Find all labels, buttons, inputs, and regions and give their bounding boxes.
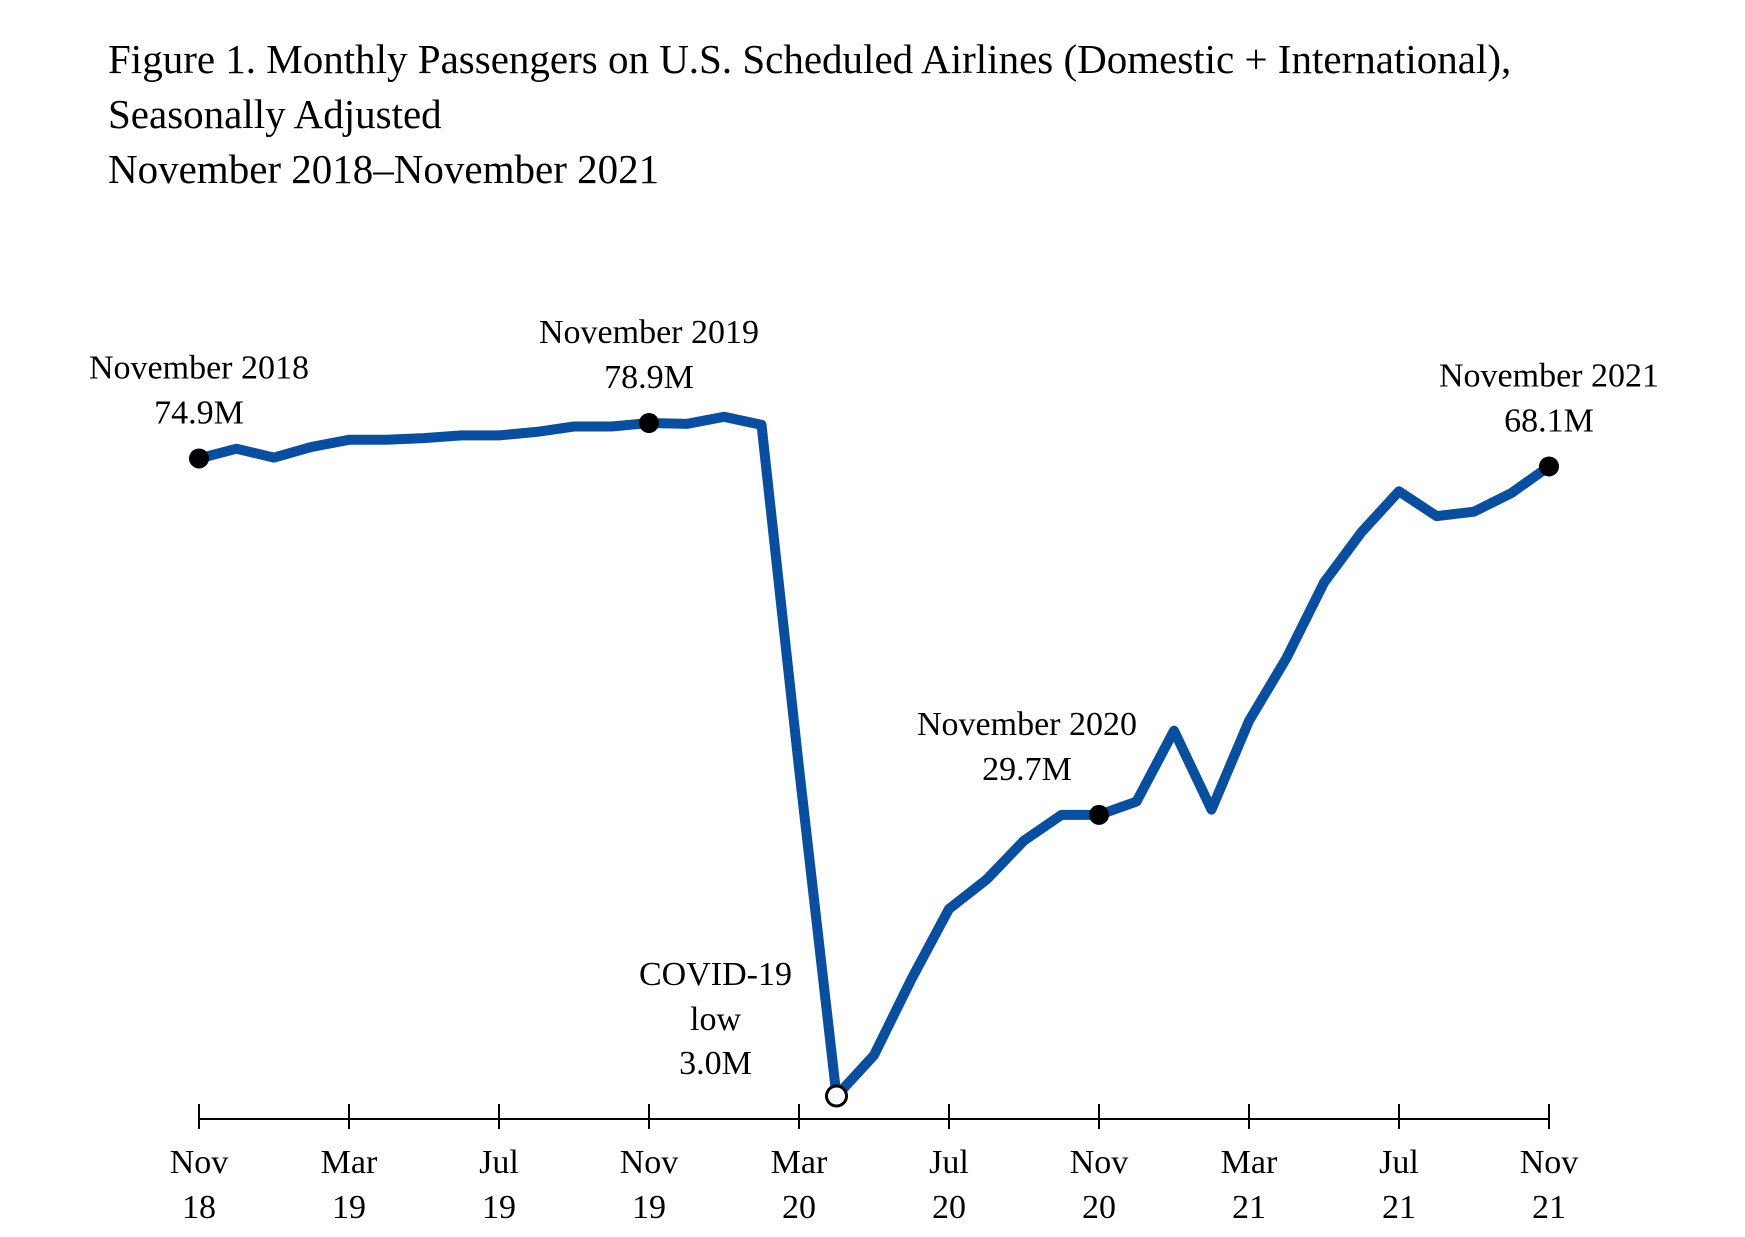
annotation-label: low [690,1001,741,1038]
x-tick-label-year: 19 [332,1189,366,1226]
x-tick-label-month: Jul [479,1144,519,1181]
annotation-label: November 2020 [917,706,1137,743]
annotation-label: November 2019 [539,314,759,351]
annotation-value: 68.1M [1504,402,1594,439]
x-tick-label-month: Nov [620,1144,679,1181]
chart-title-line-3: November 2018–November 2021 [108,146,660,192]
annotation-value: 78.9M [604,359,694,396]
series-line [194,411,1554,1101]
x-tick-label-year: 20 [782,1189,816,1226]
annotation-value: 74.9M [154,394,244,431]
x-tick-label-month: Nov [1520,1144,1579,1181]
data-point-marker-open [825,1084,848,1108]
x-tick-label-month: Jul [1379,1144,1419,1181]
x-tick-label-month: Mar [321,1144,378,1181]
data-point-marker [1089,804,1109,825]
annotation-value: 29.7M [982,751,1072,788]
data-point-marker [189,448,209,469]
annotation-value: 3.0M [679,1045,752,1082]
x-tick-label-month: Mar [771,1144,828,1181]
chart-title-line-1: Figure 1. Monthly Passengers on U.S. Sch… [108,36,1512,82]
x-axis-ticks: Nov 18 Mar 19 Jul 19 Nov 19 Mar 20 Jul 20 Nov 20 Mar 21… [170,1104,1579,1226]
annotation-label: November 2021 [1439,357,1659,394]
x-tick-label-year: 19 [482,1189,516,1226]
annotation-label: COVID-19 [639,956,792,993]
x-tick-label-year: 19 [632,1189,666,1226]
x-tick-label-year: 21 [1382,1189,1416,1226]
data-point-marker [1539,456,1559,477]
x-tick-label-year: 18 [182,1189,216,1226]
x-tick-label-year: 21 [1532,1189,1566,1226]
x-tick-label-month: Mar [1221,1144,1278,1181]
annotations: November 2018 74.9M November 2019 78.9M COVI… [89,314,1659,1108]
data-point-marker [639,413,659,433]
x-tick-label-year: 21 [1232,1189,1266,1226]
x-tick-label-month: Nov [170,1144,229,1181]
annotation-label: November 2018 [89,349,309,386]
x-tick-label-month: Nov [1070,1144,1129,1181]
x-tick-label-month: Jul [929,1144,969,1181]
chart-title-line-2: Seasonally Adjusted [108,91,442,137]
chart-title: Figure 1. Monthly Passengers on U.S. Sch… [108,32,1511,197]
x-tick-label-year: 20 [932,1189,966,1226]
x-tick-label-year: 20 [1082,1189,1116,1226]
